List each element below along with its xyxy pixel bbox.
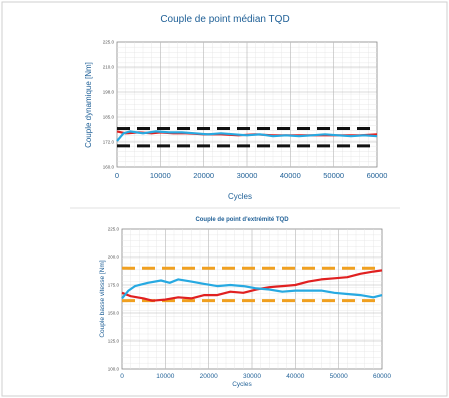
c2-series-line — [121, 269, 383, 302]
chart1-series — [116, 130, 378, 142]
chart1-title: Couple de point médian TQD — [160, 14, 289, 25]
c1-x-tick-label: 40000 — [280, 171, 301, 180]
chart2-grid — [122, 229, 382, 369]
c2-y-tick-label: 175.0 — [108, 283, 120, 288]
c1-series-line — [116, 130, 378, 142]
c1-y-tick-label: 172.0 — [103, 140, 115, 145]
chart-end-point-torque: Couple de point d'extrémité TQD 100.0 125… — [99, 217, 391, 388]
c2-y-tick-label: 200.0 — [108, 255, 120, 260]
c2-x-tick-label: 40000 — [286, 373, 304, 380]
c1-x-tick-label: 0 — [115, 171, 119, 180]
c2-x-tick-label: 30000 — [243, 373, 261, 380]
chart1-x-ticks: 0 10000 20000 30000 40000 50000 60000 — [115, 171, 388, 180]
chart1-x-axis-label: Cycles — [228, 192, 252, 201]
c1-y-tick-label: 210.0 — [103, 65, 115, 70]
c2-x-tick-label: 60000 — [373, 373, 391, 380]
chart1-limit-lines — [117, 127, 377, 148]
c2-x-tick-label: 0 — [120, 373, 124, 380]
chart1-y-axis-label: Couple dynamique [Nm] — [84, 62, 93, 148]
chart2-series — [121, 269, 383, 302]
chart2-title: Couple de point d'extrémité TQD — [195, 217, 289, 223]
c1-x-tick-label: 30000 — [237, 171, 258, 180]
c2-series-line — [121, 278, 383, 300]
c1-x-tick-label: 60000 — [367, 171, 388, 180]
chart1-y-ticks: 160.0 172.0 185.0 198.0 210.0 225.0 — [103, 40, 115, 170]
c2-x-tick-label: 10000 — [156, 373, 174, 380]
c2-y-tick-label: 125.0 — [108, 339, 120, 344]
c2-y-tick-label: 150.0 — [108, 311, 120, 316]
c2-x-tick-label: 20000 — [200, 373, 218, 380]
chart2-x-ticks: 0 10000 20000 30000 40000 50000 60000 — [120, 373, 391, 380]
chart2-x-axis-label: Cycles — [232, 381, 252, 388]
chart2-y-axis-label: Couple basse vitesse [Nm] — [99, 260, 106, 338]
c1-y-tick-label: 225.0 — [103, 40, 115, 45]
c1-x-tick-label: 10000 — [150, 171, 171, 180]
c1-y-tick-label: 160.0 — [103, 165, 115, 170]
c2-y-tick-label: 100.0 — [108, 367, 120, 372]
c1-y-tick-label: 185.0 — [103, 115, 115, 120]
c2-y-tick-label: 225.0 — [108, 227, 120, 232]
c1-x-tick-label: 20000 — [193, 171, 214, 180]
chart2-y-ticks: 100.0 125.0 150.0 175.0 200.0 225.0 — [108, 227, 120, 372]
c1-y-tick-label: 198.0 — [103, 90, 115, 95]
c1-x-tick-label: 50000 — [323, 171, 344, 180]
c2-x-tick-label: 50000 — [330, 373, 348, 380]
chart-median-torque: Couple de point médian TQD 160.0 172.0 185… — [84, 14, 387, 201]
